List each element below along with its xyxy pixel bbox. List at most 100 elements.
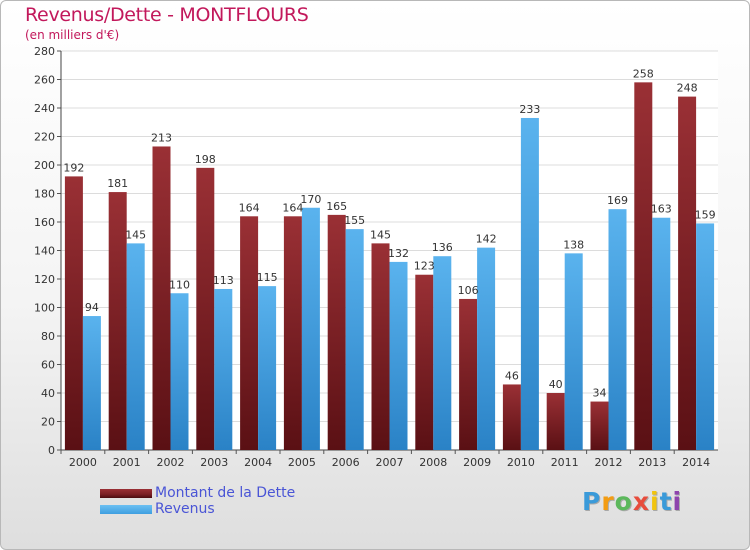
data-label: 123 [414, 260, 435, 273]
chart-subtitle: (en milliers d'€) [25, 28, 120, 42]
bar-dette [459, 298, 478, 450]
logo-letter: t [659, 487, 673, 516]
bar-revenus [433, 256, 452, 450]
data-label: 170 [300, 193, 321, 206]
bar-revenus [126, 243, 145, 450]
data-label: 164 [239, 201, 260, 214]
data-label: 40 [549, 378, 563, 391]
x-tick-label: 2001 [113, 456, 141, 469]
y-tick-label: 160 [34, 216, 55, 229]
bar-revenus [82, 316, 101, 450]
data-label: 113 [213, 274, 234, 287]
data-label: 155 [344, 214, 365, 227]
y-tick-label: 20 [41, 416, 55, 429]
legend-swatch-revenus [100, 505, 152, 514]
y-tick-label: 200 [34, 159, 55, 172]
x-tick-label: 2008 [419, 456, 447, 469]
data-label: 138 [563, 238, 584, 251]
chart-title: Revenus/Dette - MONTFLOURS [25, 4, 309, 26]
data-label: 233 [519, 103, 540, 116]
data-label: 46 [505, 369, 519, 382]
x-tick-label: 2002 [157, 456, 185, 469]
data-label: 115 [257, 271, 278, 284]
data-label: 192 [63, 161, 84, 174]
x-tick-label: 2012 [595, 456, 623, 469]
proxiti-logo: Proxiti [582, 487, 682, 516]
bar-dette [196, 167, 215, 450]
x-tick-label: 2010 [507, 456, 535, 469]
y-tick-label: 220 [34, 131, 55, 144]
legend-label-revenus: Revenus [155, 501, 215, 517]
bar-revenus [564, 253, 583, 450]
y-tick-label: 140 [34, 245, 55, 258]
y-tick-label: 120 [34, 273, 55, 286]
bar-revenus [170, 293, 189, 450]
data-label: 169 [607, 194, 628, 207]
x-tick-label: 2009 [463, 456, 491, 469]
y-tick-label: 240 [34, 102, 55, 115]
y-tick-label: 0 [48, 444, 55, 457]
data-label: 132 [388, 247, 409, 260]
x-tick-label: 2003 [200, 456, 228, 469]
bar-revenus [696, 223, 715, 450]
bar-revenus [214, 288, 233, 450]
data-label: 94 [85, 301, 99, 314]
bar-dette [371, 243, 390, 450]
data-label: 34 [593, 387, 607, 400]
x-tick-label: 2014 [682, 456, 710, 469]
x-tick-label: 2006 [332, 456, 360, 469]
y-tick-label: 40 [41, 387, 55, 400]
data-label: 142 [476, 233, 497, 246]
legend-swatch-dette [100, 489, 152, 498]
logo-letter: P [582, 487, 602, 516]
bar-dette [415, 274, 434, 450]
x-tick-label: 2011 [551, 456, 579, 469]
x-tick-label: 2004 [244, 456, 272, 469]
y-tick-label: 280 [34, 45, 55, 58]
bar-dette [590, 401, 609, 450]
bar-revenus [477, 247, 496, 450]
x-tick-label: 2013 [638, 456, 666, 469]
bar-revenus [389, 261, 408, 450]
y-tick-label: 60 [41, 359, 55, 372]
data-label: 258 [633, 67, 654, 80]
bar-dette [240, 216, 259, 450]
logo-letter: i [672, 487, 683, 516]
y-tick-label: 180 [34, 188, 55, 201]
bar-dette [283, 216, 302, 450]
x-tick-label: 2005 [288, 456, 316, 469]
data-label: 165 [326, 200, 347, 213]
x-tick-label: 2007 [376, 456, 404, 469]
data-label: 110 [169, 278, 190, 291]
y-tick-label: 100 [34, 302, 55, 315]
data-label: 145 [125, 228, 146, 241]
data-label: 159 [695, 208, 716, 221]
logo-letter: o [614, 487, 633, 516]
y-tick-label: 80 [41, 330, 55, 343]
logo-letter: i [650, 487, 660, 516]
bar-dette [678, 96, 697, 450]
data-label: 106 [458, 284, 479, 297]
bar-dette [327, 214, 346, 450]
data-label: 198 [195, 153, 216, 166]
bar-revenus [345, 229, 364, 450]
x-tick-label: 2000 [69, 456, 97, 469]
data-label: 248 [677, 82, 698, 95]
bar-revenus [301, 207, 320, 450]
logo-letter: r [601, 487, 615, 516]
bar-revenus [520, 117, 539, 450]
bar-dette [64, 176, 83, 450]
data-label: 164 [282, 201, 303, 214]
bar-revenus [258, 286, 277, 450]
data-label: 136 [432, 241, 453, 254]
data-label: 213 [151, 131, 172, 144]
data-label: 145 [370, 228, 391, 241]
bar-dette [152, 146, 171, 450]
bar-revenus [608, 209, 627, 450]
bar-dette [546, 393, 565, 450]
y-tick-label: 260 [34, 74, 55, 87]
bar-dette [108, 192, 127, 450]
logo-letter: x [632, 487, 650, 516]
bar-dette [634, 82, 653, 450]
